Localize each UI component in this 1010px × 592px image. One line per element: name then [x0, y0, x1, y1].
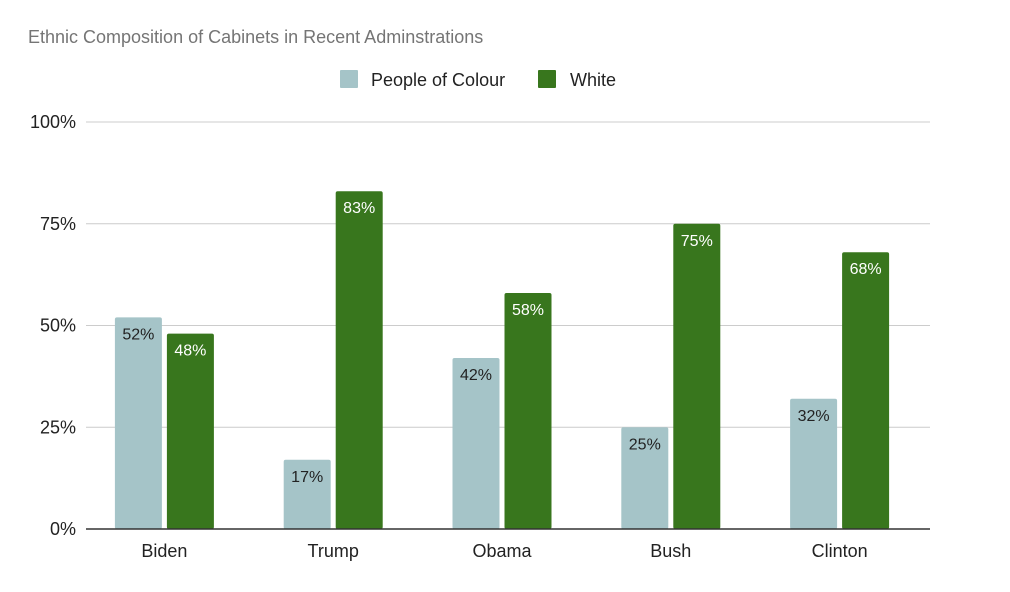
x-tick-label: Clinton: [812, 541, 868, 561]
x-tick-label: Bush: [650, 541, 691, 561]
bar-data-labels: 52% 48% 17% 83% 42% 58% 25% 75% 32% 68%: [122, 200, 881, 486]
bar-white-bush: [673, 223, 721, 529]
bar-white-trump: [335, 191, 383, 529]
bar-people-of-colour-bush: [621, 427, 669, 529]
bar-white-clinton: [842, 252, 890, 530]
y-tick-label: 50%: [40, 316, 76, 336]
x-axis-tick-labels: Biden Trump Obama Bush Clinton: [141, 541, 867, 561]
y-tick-label: 100%: [30, 112, 76, 132]
y-tick-label: 75%: [40, 214, 76, 234]
bar-data-label: 75%: [681, 233, 713, 250]
legend-label-people-of-colour: People of Colour: [371, 70, 505, 90]
bar-data-label: 52%: [122, 326, 154, 343]
bar-white-biden: [166, 333, 214, 529]
x-tick-label: Biden: [141, 541, 187, 561]
bar-people-of-colour-clinton: [790, 398, 838, 529]
y-tick-label: 0%: [50, 519, 76, 539]
bar-white-obama: [504, 292, 552, 529]
bar-people-of-colour-biden: [114, 317, 162, 529]
y-tick-label: 25%: [40, 417, 76, 437]
x-tick-label: Obama: [472, 541, 532, 561]
bar-people-of-colour-obama: [452, 358, 500, 529]
bar-data-label: 48%: [174, 343, 206, 360]
bars: [114, 191, 890, 530]
bar-data-label: 17%: [291, 469, 323, 486]
bar-data-label: 68%: [850, 261, 882, 278]
legend-swatch-white: [538, 70, 556, 88]
legend-label-white: White: [570, 70, 616, 90]
bar-data-label: 25%: [629, 436, 661, 453]
legend: People of Colour White: [340, 70, 616, 90]
y-axis-tick-labels: 0% 25% 50% 75% 100%: [30, 112, 76, 539]
chart-title: Ethnic Composition of Cabinets in Recent…: [28, 27, 483, 47]
legend-swatch-people-of-colour: [340, 70, 358, 88]
bar-people-of-colour-trump: [283, 459, 331, 529]
bar-data-label: 58%: [512, 302, 544, 319]
bar-data-label: 32%: [798, 408, 830, 425]
x-tick-label: Trump: [308, 541, 359, 561]
bar-data-label: 83%: [343, 200, 375, 217]
bar-data-label: 42%: [460, 367, 492, 384]
